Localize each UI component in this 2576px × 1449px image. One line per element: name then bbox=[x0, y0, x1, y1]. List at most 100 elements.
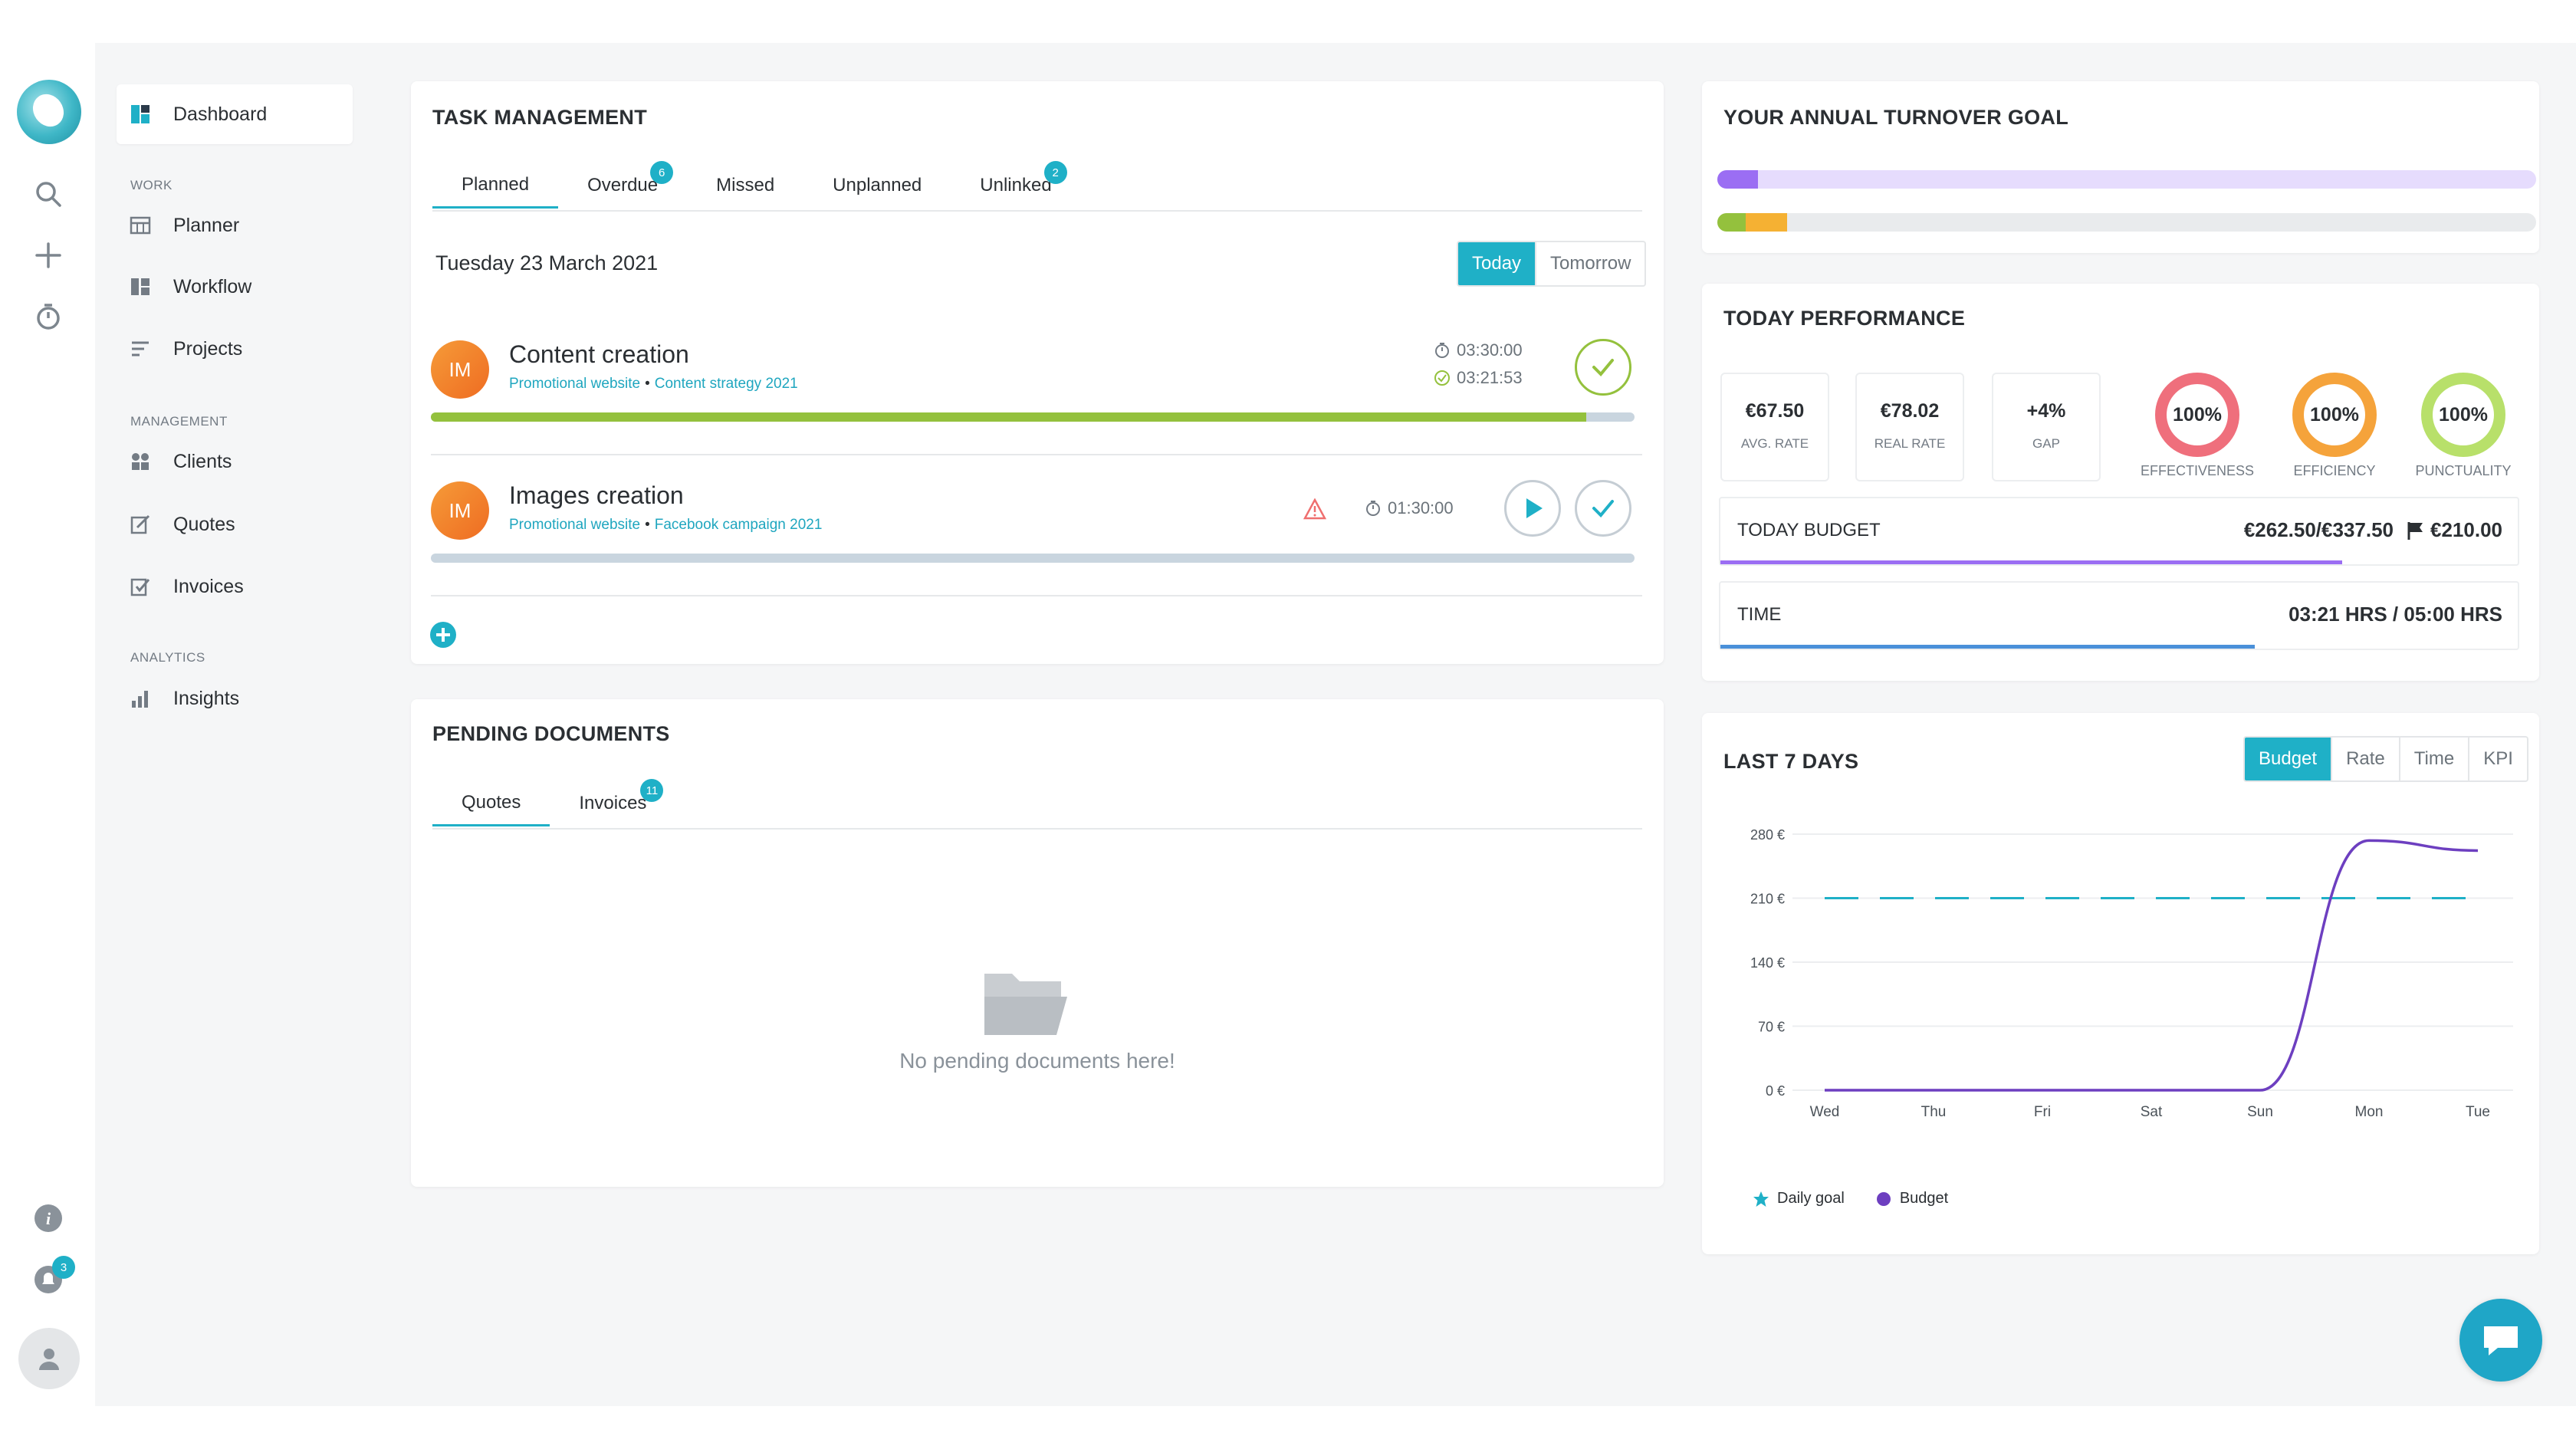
sidebar-item-invoices[interactable]: Invoices bbox=[129, 564, 244, 610]
unlinked-badge: 2 bbox=[1043, 161, 1067, 184]
section-work: WORK bbox=[130, 178, 172, 192]
time-amount: 03:21 HRS / 05:00 HRS bbox=[2288, 603, 2502, 626]
sidebar-item-quotes[interactable]: Quotes bbox=[129, 501, 235, 547]
turnover-goal-card: YOUR ANNUAL TURNOVER GOAL bbox=[1702, 81, 2539, 253]
info-icon[interactable]: i bbox=[31, 1201, 66, 1236]
task-progress-fill bbox=[431, 412, 1587, 422]
dashboard-icon bbox=[129, 103, 152, 126]
timer-icon[interactable] bbox=[31, 299, 66, 334]
efficiency-ring: 100% bbox=[2292, 373, 2377, 457]
task-name[interactable]: Images creation bbox=[509, 481, 684, 509]
planner-icon bbox=[129, 214, 152, 237]
spent-time-value: 03:21:53 bbox=[1457, 368, 1523, 387]
task-campaign-link[interactable]: Facebook campaign 2021 bbox=[654, 517, 823, 533]
x-tick-label: Thu bbox=[1921, 1104, 1947, 1120]
plus-icon[interactable] bbox=[31, 238, 66, 273]
budget-amount: €262.50/€337.50 bbox=[2243, 518, 2394, 541]
notifications-bell-icon[interactable]: 3 bbox=[31, 1256, 75, 1297]
sidebar-item-clients[interactable]: Clients bbox=[129, 439, 232, 485]
tab-unplanned[interactable]: Unplanned bbox=[803, 163, 951, 209]
turnover-progress-bar bbox=[1717, 170, 2536, 189]
user-icon bbox=[39, 1349, 59, 1370]
stat-value: +4% bbox=[2026, 400, 2066, 422]
projects-icon bbox=[129, 337, 152, 360]
time-value: 03:21 HRS / 05:00 HRS bbox=[2288, 603, 2502, 626]
kpi-toggle-button[interactable]: KPI bbox=[2468, 738, 2527, 780]
user-avatar[interactable] bbox=[18, 1328, 80, 1389]
app-logo[interactable] bbox=[17, 80, 81, 144]
time-row: TIME 03:21 HRS / 05:00 HRS bbox=[1719, 581, 2519, 650]
stat-label: REAL RATE bbox=[1874, 436, 1946, 451]
time-toggle-button[interactable]: Time bbox=[2398, 738, 2468, 780]
ring-value: 100% bbox=[2167, 384, 2228, 445]
x-tick-label: Sat bbox=[2141, 1104, 2163, 1120]
add-task-icon[interactable] bbox=[429, 621, 457, 652]
section-analytics: ANALYTICS bbox=[130, 650, 205, 665]
rate-toggle-button[interactable]: Rate bbox=[2331, 738, 2399, 780]
budget-goal: €210.00 bbox=[2430, 518, 2502, 541]
pending-documents-card: PENDING DOCUMENTS Quotes Invoices 11 No p… bbox=[411, 699, 1664, 1187]
sidebar-item-workflow[interactable]: Workflow bbox=[129, 264, 251, 310]
svg-text:i: i bbox=[46, 1209, 51, 1228]
start-task-button[interactable] bbox=[1504, 480, 1561, 537]
tab-missed[interactable]: Missed bbox=[687, 163, 803, 209]
planned-time-value: 03:30:00 bbox=[1457, 340, 1523, 360]
task-campaign-link[interactable]: Content strategy 2021 bbox=[654, 376, 798, 392]
tab-label: Unplanned bbox=[833, 175, 922, 196]
budget-dot-icon bbox=[1876, 1191, 1891, 1206]
complete-task-button[interactable] bbox=[1575, 339, 1631, 396]
sidebar-item-label: Quotes bbox=[173, 513, 235, 535]
section-management: MANAGEMENT bbox=[130, 414, 228, 429]
sidebar-item-dashboard[interactable] bbox=[117, 84, 353, 144]
turnover-secondary-bar bbox=[1717, 213, 2536, 232]
effectiveness-ring: 100% bbox=[2155, 373, 2239, 457]
search-icon[interactable] bbox=[31, 176, 66, 212]
last-7-days-title: LAST 7 DAYS bbox=[1723, 750, 1859, 773]
task-project-link[interactable]: Promotional website bbox=[509, 376, 641, 392]
sidebar-item-planner[interactable]: Planner bbox=[129, 202, 239, 248]
complete-task-button[interactable] bbox=[1575, 480, 1631, 537]
stat-value: €78.02 bbox=[1880, 400, 1940, 422]
y-tick-label: 140 € bbox=[1750, 955, 1785, 971]
workflow-icon bbox=[129, 275, 152, 298]
tab-quotes[interactable]: Quotes bbox=[432, 780, 550, 826]
budget-progress-fill bbox=[1720, 560, 2343, 564]
stopwatch-icon bbox=[1365, 500, 1382, 517]
notifications-badge: 3 bbox=[52, 1256, 75, 1279]
check-circle-icon bbox=[1434, 370, 1451, 386]
sidebar-item-label: Insights bbox=[173, 687, 240, 709]
tab-invoices[interactable]: Invoices 11 bbox=[550, 779, 675, 826]
stat-label: AVG. RATE bbox=[1740, 436, 1809, 451]
y-tick-label: 280 € bbox=[1750, 827, 1785, 843]
tomorrow-button[interactable]: Tomorrow bbox=[1535, 242, 1644, 285]
stat-label: GAP bbox=[2032, 436, 2060, 451]
tab-label: Overdue bbox=[587, 175, 659, 196]
metric-toggle: Budget Rate Time KPI bbox=[2243, 736, 2528, 782]
x-tick-label: Tue bbox=[2466, 1104, 2490, 1120]
task-project-link[interactable]: Promotional website bbox=[509, 517, 641, 533]
ring-label: EFFECTIVENESS bbox=[2140, 463, 2255, 478]
tab-overdue[interactable]: Overdue 6 bbox=[558, 161, 687, 209]
sidebar-item-dashboard-row[interactable]: Dashboard bbox=[129, 91, 267, 137]
sidebar-item-label: Clients bbox=[173, 450, 232, 472]
time-progress-fill bbox=[1720, 645, 2255, 649]
today-performance-title: TODAY PERFORMANCE bbox=[1723, 307, 1966, 330]
tab-unlinked[interactable]: Unlinked 2 bbox=[951, 161, 1080, 209]
sidebar-item-projects[interactable]: Projects bbox=[129, 326, 242, 372]
time-label: TIME bbox=[1737, 604, 1782, 625]
budget-toggle-button[interactable]: Budget bbox=[2245, 738, 2331, 780]
separator-dot: • bbox=[645, 376, 650, 392]
overdue-badge: 6 bbox=[650, 161, 674, 184]
tab-label: Missed bbox=[716, 175, 775, 196]
planned-time-value: 01:30:00 bbox=[1388, 498, 1454, 518]
turnover-secondary-fill-orange bbox=[1746, 213, 1787, 232]
task-name[interactable]: Content creation bbox=[509, 340, 689, 368]
chat-button[interactable] bbox=[2459, 1299, 2542, 1382]
sidebar-item-insights[interactable]: Insights bbox=[129, 675, 239, 721]
tab-planned[interactable]: Planned bbox=[432, 163, 559, 209]
x-tick-label: Wed bbox=[1810, 1104, 1840, 1120]
today-button[interactable]: Today bbox=[1458, 242, 1536, 285]
play-icon bbox=[1526, 498, 1543, 518]
task-subtitle: Promotional website • Content strategy 202… bbox=[509, 376, 798, 393]
empty-state-message: No pending documents here! bbox=[899, 1049, 1175, 1073]
